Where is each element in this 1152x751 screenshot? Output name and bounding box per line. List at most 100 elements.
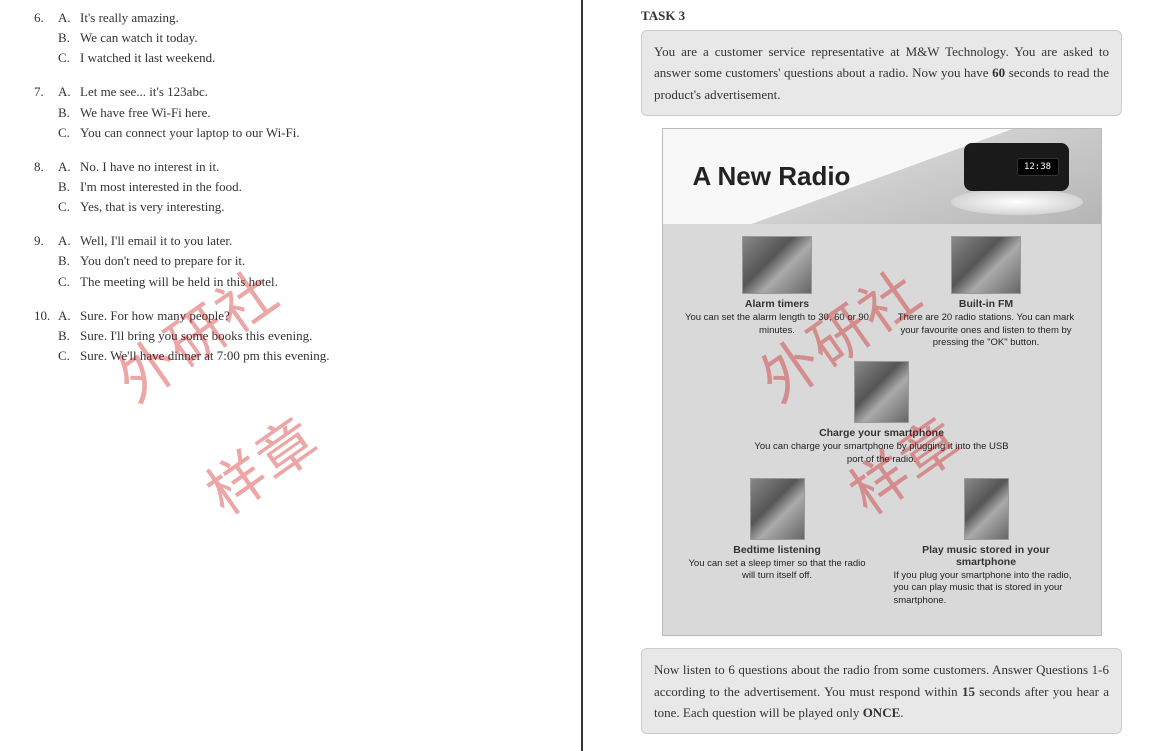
feature-desc: You can charge your smartphone by pluggi… <box>752 441 1012 466</box>
feature-row: Alarm timers You can set the alarm lengt… <box>681 236 1083 349</box>
feature-bedtime-listening: Bedtime listening You can set a sleep ti… <box>685 478 870 583</box>
option-row: B. You don't need to prepare for it. <box>30 251 551 271</box>
feature-image <box>854 361 909 423</box>
option-text: Sure. For how many people? <box>80 306 551 326</box>
option-letter: C. <box>58 123 80 143</box>
feature-charge-smartphone: Charge your smartphone You can charge yo… <box>752 361 1012 466</box>
option-letter: C. <box>58 48 80 68</box>
instruction-bottom: Now listen to 6 questions about the radi… <box>641 648 1122 734</box>
option-text: We can watch it today. <box>80 28 551 48</box>
option-text: No. I have no interest in it. <box>80 157 551 177</box>
option-text: I'm most interested in the food. <box>80 177 551 197</box>
radio-clock-display: 12:38 <box>1017 158 1059 176</box>
instruction-bold: 60 <box>992 65 1005 80</box>
instruction-text: . <box>900 705 903 720</box>
question-number: 6. <box>30 8 58 28</box>
option-letter: A. <box>58 82 80 102</box>
question-number: 9. <box>30 231 58 251</box>
option-letter: B. <box>58 251 80 271</box>
spacer <box>30 48 58 68</box>
option-row: B. We can watch it today. <box>30 28 551 48</box>
spacer <box>30 177 58 197</box>
spacer <box>30 103 58 123</box>
option-letter: C. <box>58 197 80 217</box>
feature-play-music: Play music stored in your smartphone If … <box>894 478 1079 607</box>
feature-row: Bedtime listening You can set a sleep ti… <box>681 478 1083 607</box>
option-letter: B. <box>58 103 80 123</box>
option-letter: B. <box>58 28 80 48</box>
option-letter: A. <box>58 306 80 326</box>
option-row: 9. A. Well, I'll email it to you later. <box>30 231 551 251</box>
option-row: B. I'm most interested in the food. <box>30 177 551 197</box>
option-row: C. Yes, that is very interesting. <box>30 197 551 217</box>
option-row: 8. A. No. I have no interest in it. <box>30 157 551 177</box>
advertisement-card: A New Radio 12:38 Alarm timers You can s… <box>662 128 1102 636</box>
question-number: 7. <box>30 82 58 102</box>
option-row: 6. A. It's really amazing. <box>30 8 551 28</box>
feature-image <box>964 478 1009 540</box>
feature-row: Charge your smartphone You can charge yo… <box>681 361 1083 466</box>
question-number: 8. <box>30 157 58 177</box>
option-text: Sure. We'll have dinner at 7:00 pm this … <box>80 346 551 366</box>
feature-desc: There are 20 radio stations. You can mar… <box>894 312 1079 349</box>
option-text: Sure. I'll bring you some books this eve… <box>80 326 551 346</box>
option-text: Well, I'll email it to you later. <box>80 231 551 251</box>
option-row: B. We have free Wi-Fi here. <box>30 103 551 123</box>
feature-image <box>742 236 812 294</box>
left-page: 6. A. It's really amazing. B. We can wat… <box>0 0 583 751</box>
feature-title: Bedtime listening <box>685 544 870 556</box>
option-text: I watched it last weekend. <box>80 48 551 68</box>
question-10: 10. A. Sure. For how many people? B. Sur… <box>30 306 551 366</box>
feature-desc: You can set the alarm length to 30, 60 o… <box>685 312 870 337</box>
feature-built-in-fm: Built-in FM There are 20 radio stations.… <box>894 236 1079 349</box>
option-letter: A. <box>58 157 80 177</box>
radio-pedestal-graphic <box>951 189 1083 215</box>
option-row: C. You can connect your laptop to our Wi… <box>30 123 551 143</box>
option-letter: B. <box>58 177 80 197</box>
option-row: C. I watched it last weekend. <box>30 48 551 68</box>
option-letter: B. <box>58 326 80 346</box>
instruction-bold: ONCE <box>863 705 901 720</box>
option-row: B. Sure. I'll bring you some books this … <box>30 326 551 346</box>
radio-device-graphic: 12:38 <box>964 143 1069 191</box>
spacer <box>30 346 58 366</box>
option-letter: A. <box>58 8 80 28</box>
spacer <box>30 28 58 48</box>
feature-title: Charge your smartphone <box>752 427 1012 439</box>
feature-title: Play music stored in your smartphone <box>894 544 1079 568</box>
instruction-top: You are a customer service representativ… <box>641 30 1122 116</box>
option-text: You don't need to prepare for it. <box>80 251 551 271</box>
feature-desc: You can set a sleep timer so that the ra… <box>685 558 870 583</box>
feature-image <box>951 236 1021 294</box>
option-text: Let me see... it's 123abc. <box>80 82 551 102</box>
features-grid: Alarm timers You can set the alarm lengt… <box>663 224 1101 635</box>
spacer <box>30 251 58 271</box>
ad-title: A New Radio <box>693 161 851 192</box>
option-text: Yes, that is very interesting. <box>80 197 551 217</box>
ad-header: A New Radio 12:38 <box>663 129 1101 224</box>
question-number: 10. <box>30 306 58 326</box>
option-text: We have free Wi-Fi here. <box>80 103 551 123</box>
watermark-text: 样章 <box>187 393 333 531</box>
feature-image <box>750 478 805 540</box>
option-row: 7. A. Let me see... it's 123abc. <box>30 82 551 102</box>
option-letter: A. <box>58 231 80 251</box>
option-letter: C. <box>58 272 80 292</box>
instruction-bold: 15 <box>962 684 975 699</box>
feature-desc: If you plug your smartphone into the rad… <box>894 570 1079 607</box>
feature-title: Built-in FM <box>894 298 1079 310</box>
feature-alarm-timers: Alarm timers You can set the alarm lengt… <box>685 236 870 349</box>
feature-title: Alarm timers <box>685 298 870 310</box>
option-row: C. The meeting will be held in this hote… <box>30 272 551 292</box>
option-text: The meeting will be held in this hotel. <box>80 272 551 292</box>
right-page: TASK 3 You are a customer service repres… <box>583 0 1152 751</box>
option-row: C. Sure. We'll have dinner at 7:00 pm th… <box>30 346 551 366</box>
option-text: It's really amazing. <box>80 8 551 28</box>
spacer <box>30 197 58 217</box>
question-9: 9. A. Well, I'll email it to you later. … <box>30 231 551 291</box>
spacer <box>30 272 58 292</box>
spacer <box>30 123 58 143</box>
question-7: 7. A. Let me see... it's 123abc. B. We h… <box>30 82 551 142</box>
spacer <box>30 326 58 346</box>
question-8: 8. A. No. I have no interest in it. B. I… <box>30 157 551 217</box>
